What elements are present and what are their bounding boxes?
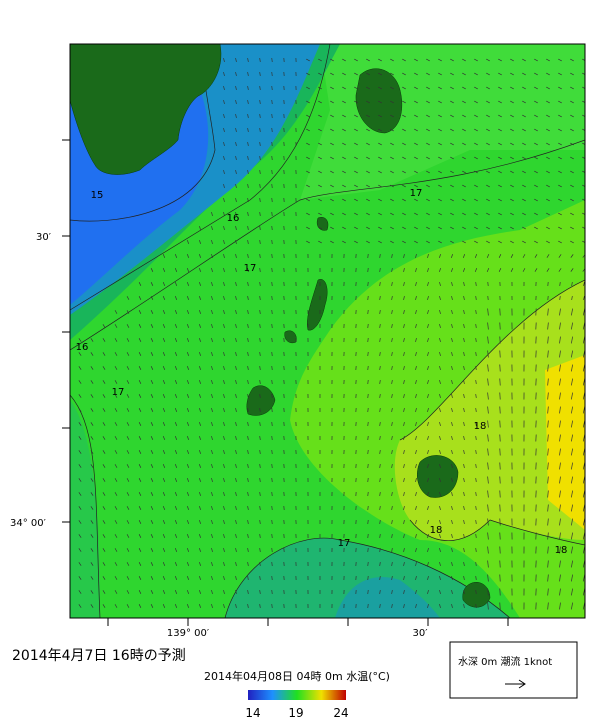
lat-label: 34° 00′	[10, 518, 47, 529]
contour-label: 17	[410, 188, 423, 199]
colorbar-tick: 19	[288, 706, 303, 720]
lon-label: 139° 00′	[167, 628, 210, 639]
map-area	[70, 44, 586, 618]
contour-label: 17	[338, 538, 351, 549]
legend-box	[450, 642, 577, 698]
contour-label: 17	[112, 387, 125, 398]
contour-label: 18	[555, 545, 568, 556]
colorbar-tick: 14	[245, 706, 260, 720]
contour-label: 16	[76, 342, 89, 353]
legend-label: 水深 0m 潮流 1knot	[458, 655, 552, 668]
contour-label: 18	[430, 525, 443, 536]
lon-label: 30′	[413, 628, 429, 639]
title: 2014年4月7日 16時の予測	[12, 648, 186, 664]
contour-label: 15	[91, 190, 104, 201]
subtitle: 2014年04月08日 04時 0m 水温(°C)	[204, 669, 390, 683]
contour-label: 18	[474, 421, 487, 432]
colorbar-tick: 24	[333, 706, 348, 720]
lat-label: 30′	[36, 232, 52, 243]
colorbar	[248, 690, 346, 700]
contour-label: 16	[227, 213, 240, 224]
contour-label: 17	[244, 263, 257, 274]
